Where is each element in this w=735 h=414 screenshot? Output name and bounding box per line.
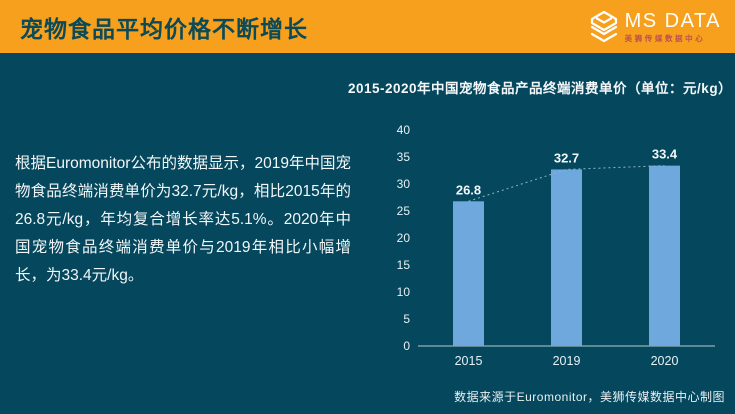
x-tick-label: 2020 xyxy=(651,354,679,368)
source-note: 数据来源于Euromonitor，美狮传媒数据中心制图 xyxy=(454,390,725,404)
x-tick-label: 2015 xyxy=(455,354,483,368)
bar-value-label: 32.7 xyxy=(554,150,579,165)
brand-text: MS DATA 美狮传媒数据中心 xyxy=(625,11,721,43)
bar-chart: 0 5 10 15 20 25 30 35 40 26.8 2015 32.7 2019 33.4 2020 xyxy=(388,118,733,378)
brand-logo: MS DATA 美狮传媒数据中心 xyxy=(589,10,721,44)
bar-2019 xyxy=(551,169,582,346)
brand-name: MS DATA xyxy=(624,9,721,32)
bar-2015 xyxy=(453,201,484,346)
page-title: 宠物食品平均价格不断增长 xyxy=(20,15,308,42)
bar-value-label: 33.4 xyxy=(652,147,678,162)
y-tick-label: 10 xyxy=(397,285,411,299)
y-tick-label: 40 xyxy=(397,123,411,137)
y-tick-label: 20 xyxy=(397,231,411,245)
chart-title: 2015-2020年中国宠物食品产品终端消费单价（单位：元/kg） xyxy=(348,81,733,96)
y-tick-label: 35 xyxy=(397,150,411,164)
bar-value-label: 26.8 xyxy=(456,182,481,197)
gem-box-icon xyxy=(590,10,617,42)
bar-2020 xyxy=(649,165,680,346)
header-band: 宠物食品平均价格不断增长 MS DATA 美狮传媒数据中心 xyxy=(0,0,735,53)
bar-chart-svg: 0 5 10 15 20 25 30 35 40 26.8 2015 32.7 2019 33.4 2020 xyxy=(397,123,715,368)
y-tick-label: 15 xyxy=(397,258,411,272)
y-tick-label: 30 xyxy=(397,177,411,191)
y-tick-label: 25 xyxy=(397,204,411,218)
y-tick-label: 0 xyxy=(403,339,410,353)
brand-subtitle: 美狮传媒数据中心 xyxy=(624,33,706,43)
body-paragraph: 根据Euromonitor公布的数据显示，2019年中国宠物食品终端消费单价为3… xyxy=(15,155,351,284)
x-tick-label: 2019 xyxy=(553,354,581,368)
y-tick-label: 5 xyxy=(403,312,410,326)
